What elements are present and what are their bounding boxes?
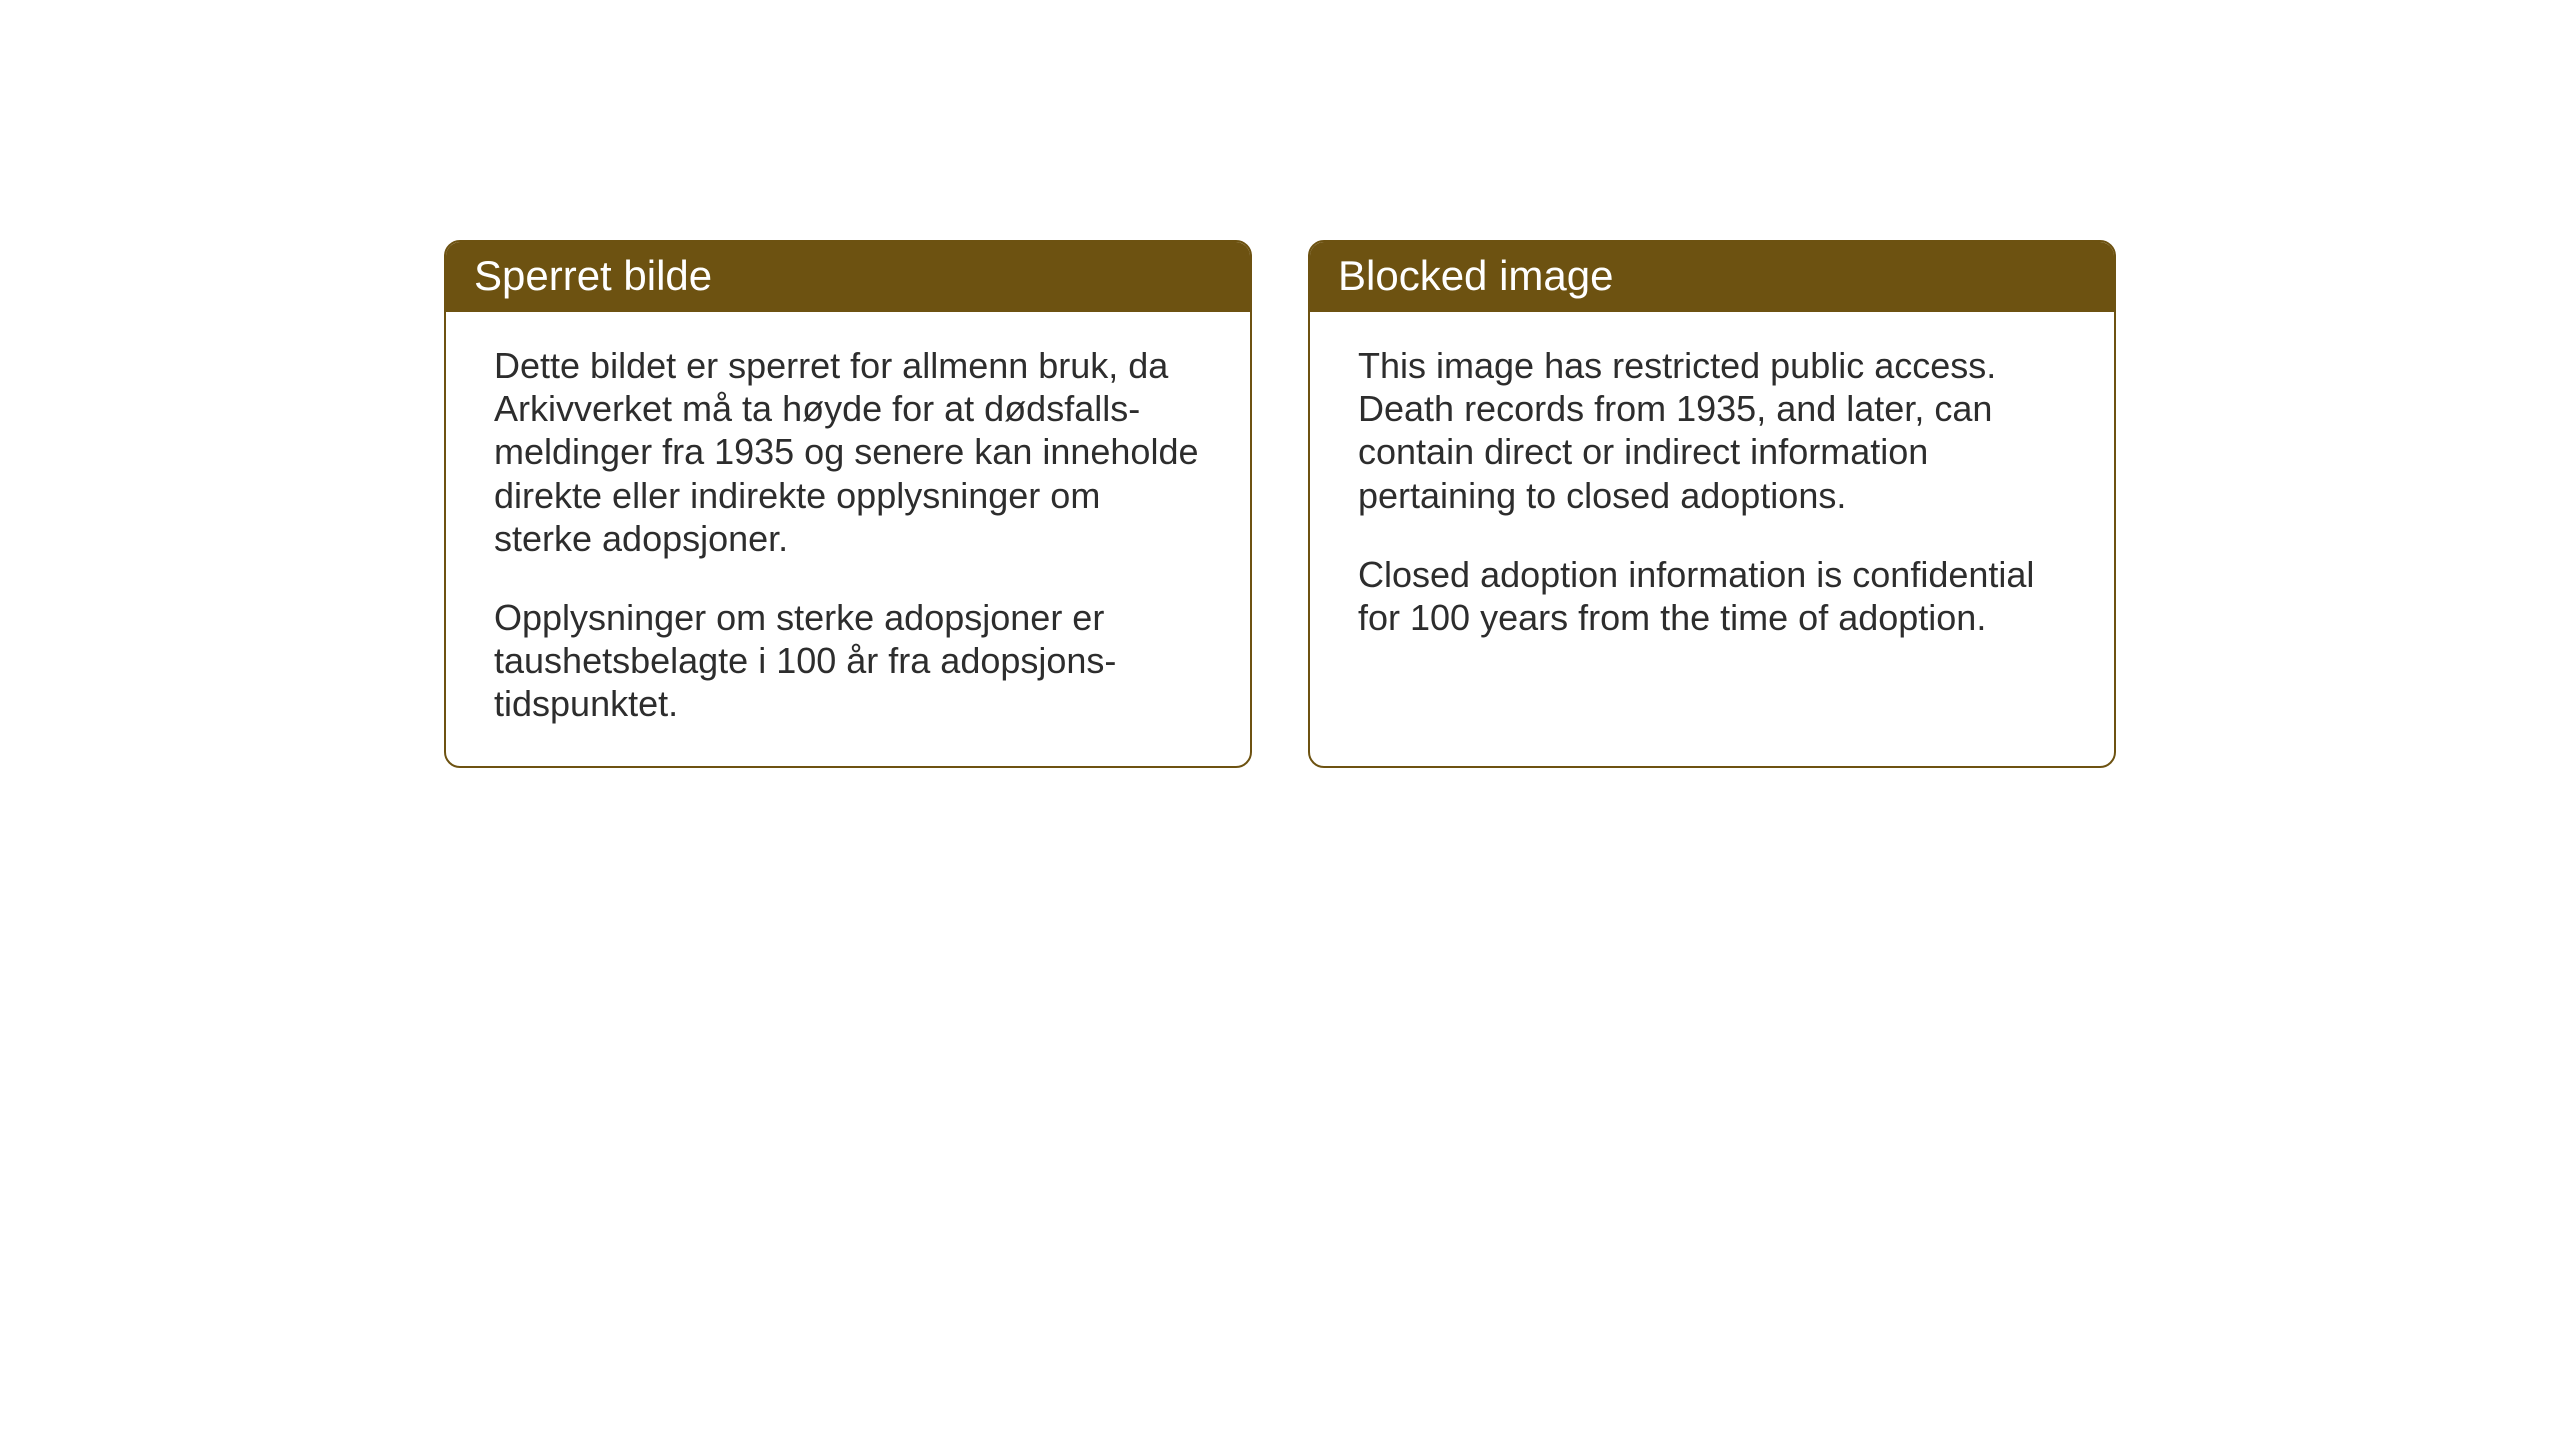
notice-panel-english: Blocked image This image has restricted … — [1308, 240, 2116, 768]
panel-paragraph-2-norwegian: Opplysninger om sterke adopsjoner er tau… — [494, 596, 1202, 726]
notice-panel-norwegian: Sperret bilde Dette bildet er sperret fo… — [444, 240, 1252, 768]
notice-container: Sperret bilde Dette bildet er sperret fo… — [444, 240, 2116, 768]
panel-body-norwegian: Dette bildet er sperret for allmenn bruk… — [446, 312, 1250, 766]
panel-title-norwegian: Sperret bilde — [474, 252, 712, 299]
panel-paragraph-1-norwegian: Dette bildet er sperret for allmenn bruk… — [494, 344, 1202, 560]
panel-paragraph-2-english: Closed adoption information is confident… — [1358, 553, 2066, 639]
panel-body-english: This image has restricted public access.… — [1310, 312, 2114, 679]
panel-header-norwegian: Sperret bilde — [446, 242, 1250, 312]
panel-header-english: Blocked image — [1310, 242, 2114, 312]
panel-paragraph-1-english: This image has restricted public access.… — [1358, 344, 2066, 517]
panel-title-english: Blocked image — [1338, 252, 1613, 299]
